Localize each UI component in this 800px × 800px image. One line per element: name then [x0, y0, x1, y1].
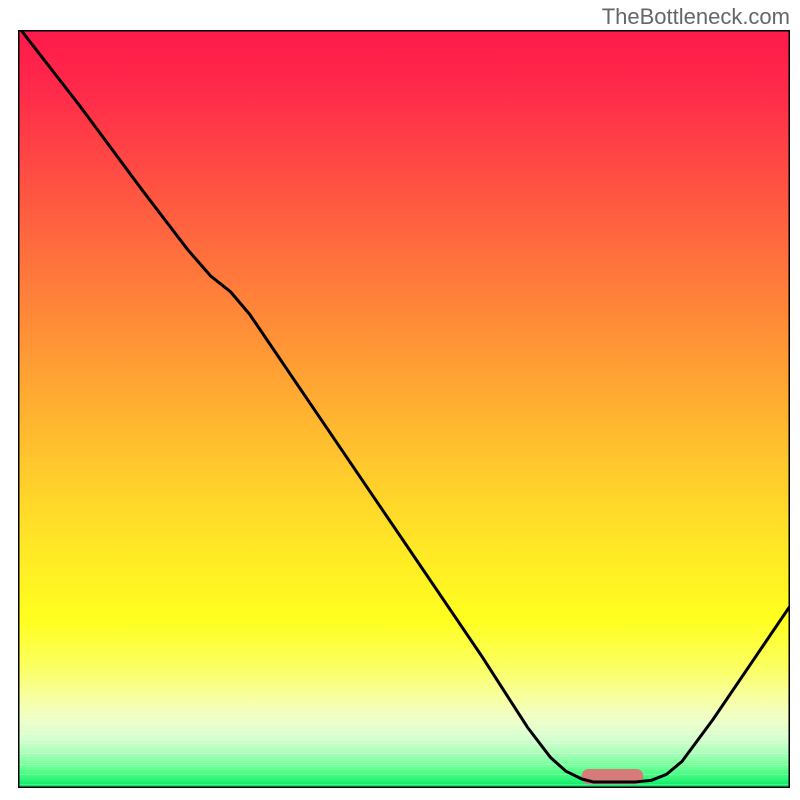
plot-area: [18, 30, 790, 788]
chart-root: TheBottleneck.com: [0, 0, 800, 800]
chart-overlay-svg: [18, 30, 790, 788]
bottleneck-curve: [18, 30, 790, 782]
plot-border: [18, 30, 790, 788]
watermark-text: TheBottleneck.com: [602, 4, 790, 30]
